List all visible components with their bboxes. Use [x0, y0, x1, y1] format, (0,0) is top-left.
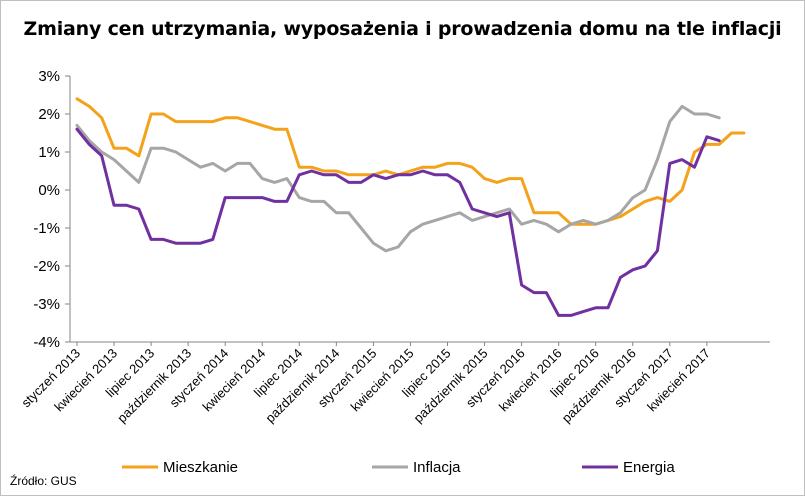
series-lines — [75, 97, 746, 317]
y-tick-label: 2% — [38, 106, 60, 123]
legend-label-mieszkanie: Mieszkanie — [163, 459, 238, 476]
y-tick-label: 3% — [38, 68, 60, 85]
legend: Mieszkanie Inflacja Energia — [122, 459, 675, 476]
y-tick-label: 0% — [38, 182, 60, 199]
y-tick-label: -3% — [33, 296, 60, 313]
legend-label-energia: Energia — [623, 459, 675, 476]
series-line-mieszkanie — [75, 97, 746, 226]
y-tick-label: 1% — [38, 144, 60, 161]
series-line-energia — [75, 127, 721, 317]
y-tick-label: -2% — [33, 258, 60, 275]
series-line-inflacja — [75, 104, 721, 253]
y-axis: 3% 2% 1% 0% -1% -2% -3% -4% — [33, 68, 71, 351]
y-tick-label: -1% — [33, 220, 60, 237]
chart-title: Zmiany cen utrzymania, wyposażenia i pro… — [23, 18, 782, 40]
source-note: Źródło: GUS — [10, 474, 77, 488]
y-tick-label: -4% — [33, 334, 60, 351]
legend-label-inflacja: Inflacja — [413, 459, 461, 476]
